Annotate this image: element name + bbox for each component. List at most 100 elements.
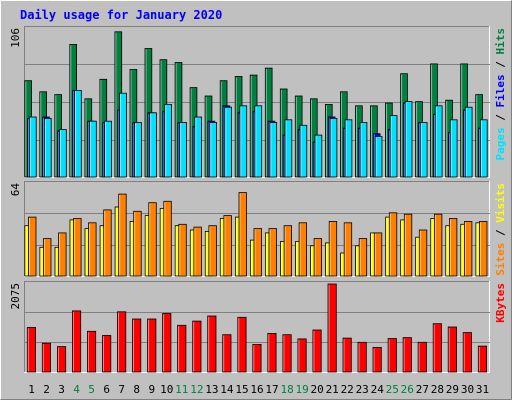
bar	[179, 122, 187, 178]
x-tick-label: 19	[295, 383, 308, 396]
bar	[254, 105, 263, 178]
legend-entry: Visits	[494, 183, 507, 223]
bar	[298, 222, 308, 277]
bar	[252, 343, 262, 373]
bar	[343, 222, 353, 277]
legend-entry: Pages	[494, 127, 507, 160]
bar	[269, 122, 278, 178]
panel-visits-sites: 64 Sites / Visits	[9, 181, 507, 277]
bar	[238, 192, 247, 277]
bar	[419, 122, 428, 178]
bar	[162, 313, 172, 373]
bar	[328, 220, 338, 277]
bar	[329, 118, 338, 178]
x-tick-label: 9	[148, 383, 155, 396]
bar	[59, 129, 67, 178]
x-tick-label: 11	[175, 383, 188, 396]
x-tick-label: 29	[446, 383, 459, 396]
bar	[149, 112, 157, 178]
bar	[207, 315, 217, 373]
panel-legend: Sites / Visits	[494, 183, 507, 276]
x-tick-label: 26	[401, 383, 414, 396]
bar	[448, 218, 458, 277]
bar	[357, 341, 367, 373]
bar	[164, 104, 172, 178]
x-tick-label: 21	[326, 383, 339, 396]
bar	[239, 105, 248, 178]
bar	[44, 118, 52, 178]
x-tick-label: 24	[371, 383, 385, 396]
bar	[104, 120, 112, 178]
x-tick-label: 31	[476, 383, 489, 396]
bar	[404, 101, 413, 178]
bar	[358, 238, 368, 277]
bar	[434, 105, 443, 178]
legend-entry: Sites	[494, 243, 507, 276]
x-tick-label: 3	[58, 383, 65, 396]
bar	[313, 238, 323, 277]
x-tick-label: 20	[310, 383, 323, 396]
bar	[432, 323, 442, 373]
bar	[103, 209, 112, 277]
x-axis: 1 2 3 4 5 6 7 8 9 10 11 12 13 14 15 16 17 18 19 20 21 22 23 24 2…	[28, 383, 489, 396]
bar	[418, 229, 428, 277]
series-kbytes	[26, 283, 487, 373]
bar	[479, 220, 488, 277]
bar	[359, 122, 368, 178]
series-sites	[28, 192, 488, 277]
bar	[224, 106, 233, 178]
bar	[237, 316, 247, 373]
bar	[132, 318, 142, 373]
bar	[284, 119, 293, 178]
bar	[118, 193, 127, 277]
bar	[74, 90, 82, 178]
bar	[119, 92, 127, 178]
bar	[402, 337, 412, 373]
x-tick-label: 18	[280, 383, 293, 396]
x-tick-label: 5	[88, 383, 95, 396]
bar	[282, 334, 292, 373]
legend-entry: Hits	[494, 28, 507, 55]
bar	[41, 342, 51, 373]
bar	[177, 324, 187, 373]
bar	[223, 215, 232, 277]
bar	[58, 232, 67, 277]
x-tick-label: 2	[43, 383, 50, 396]
x-tick-label: 16	[250, 383, 263, 396]
bar	[89, 120, 97, 178]
bar	[374, 136, 383, 178]
x-tick-label: 6	[103, 383, 110, 396]
bar	[73, 218, 82, 277]
x-tick-label: 17	[265, 383, 278, 396]
bar	[477, 345, 487, 373]
bar	[344, 119, 353, 178]
bar	[163, 200, 172, 277]
bar	[72, 310, 82, 373]
x-tick-label: 7	[118, 383, 125, 396]
legend-entry: Files	[494, 74, 507, 107]
bar	[222, 334, 232, 373]
bar	[148, 202, 157, 277]
bar	[447, 326, 457, 373]
x-tick-label: 25	[386, 383, 399, 396]
x-tick-label: 28	[431, 383, 444, 396]
bar	[417, 341, 427, 373]
bar	[194, 116, 203, 178]
panel-kbytes: 2075 KBytes	[9, 281, 507, 373]
bar	[28, 116, 37, 178]
bar	[192, 320, 202, 373]
bar	[209, 122, 218, 178]
x-tick-label: 14	[220, 383, 234, 396]
x-tick-label: 1	[28, 383, 35, 396]
bar	[462, 332, 472, 373]
bar	[28, 216, 37, 277]
bar	[389, 115, 398, 178]
bar	[299, 124, 308, 178]
x-tick-label: 23	[356, 383, 369, 396]
panel-legend: Pages / Files / Hits	[494, 28, 507, 161]
bar	[57, 346, 67, 373]
y-axis-max-label: 64	[9, 183, 22, 197]
bar	[479, 119, 488, 178]
series-pages	[28, 90, 488, 178]
panel-legend: KBytes	[494, 283, 507, 323]
